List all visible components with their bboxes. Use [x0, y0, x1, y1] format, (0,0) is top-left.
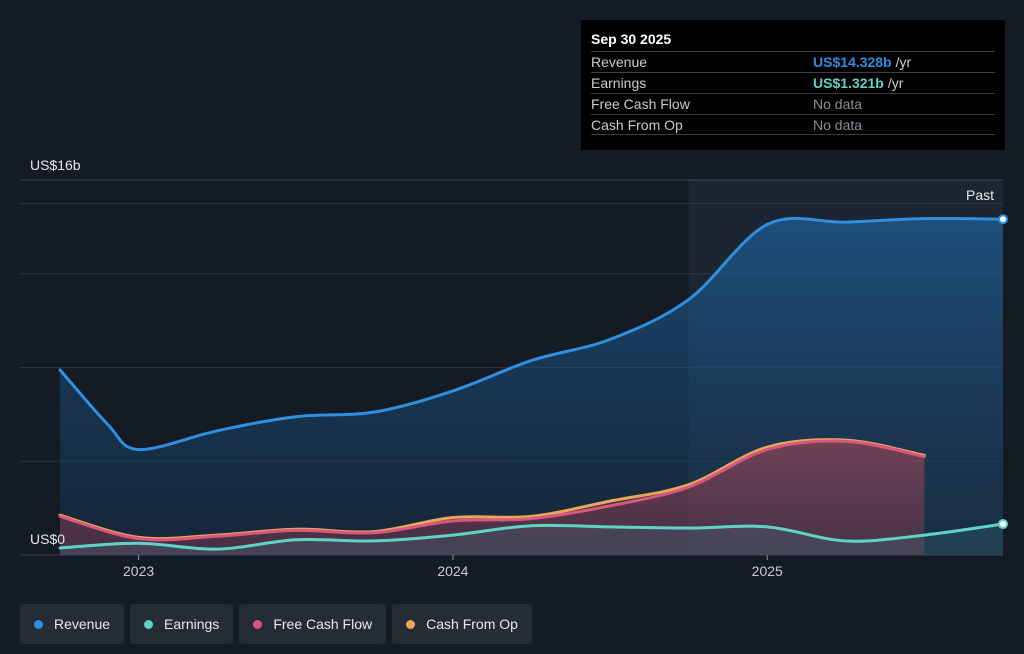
tooltip-value: US$1.321b [813, 75, 884, 91]
legend-dot-icon [144, 619, 154, 629]
tooltip-row-free-cash-flow: Free Cash Flow No data [591, 93, 995, 114]
tooltip-unit: /yr [895, 54, 912, 70]
legend-dot-icon [406, 619, 416, 629]
x-tick-label: 2025 [752, 563, 783, 579]
legend-item-free-cash-flow[interactable]: Free Cash Flow [239, 604, 387, 644]
x-tick-label: 2024 [437, 563, 468, 579]
tooltip-row-earnings: Earnings US$1.321b /yr [591, 72, 995, 93]
tooltip-value: No data [813, 117, 863, 133]
earnings-area [60, 524, 1003, 555]
data-tooltip: Sep 30 2025 Revenue US$14.328b /yr Earni… [581, 20, 1005, 150]
y-axis-zero-label: US$0 [30, 531, 65, 547]
legend-item-revenue[interactable]: Revenue [20, 604, 125, 644]
legend-label: Revenue [54, 616, 111, 632]
tooltip-value: US$14.328b [813, 54, 892, 70]
tooltip-label: Revenue [591, 54, 648, 70]
legend-item-cash-from-op[interactable]: Cash From Op [392, 604, 532, 644]
legend-label: Free Cash Flow [273, 616, 373, 632]
financial-chart: US$16b US$0 Past 2023 2024 2025 [20, 157, 1008, 579]
legend-label: Cash From Op [426, 616, 518, 632]
legend-item-earnings[interactable]: Earnings [130, 604, 234, 644]
legend-dot-icon [253, 619, 263, 629]
revenue-end-marker [998, 214, 1008, 225]
earnings-end-marker [998, 519, 1008, 530]
fcf-line [58, 439, 926, 542]
tooltip-row-revenue: Revenue US$14.328b /yr [591, 51, 995, 72]
legend-dot-icon [34, 619, 43, 629]
tooltip-label: Cash From Op [591, 117, 683, 133]
tooltip-row-cash-from-op: Cash From Op No data [591, 114, 995, 135]
past-label: Past [966, 187, 994, 203]
legend-label: Earnings [164, 616, 220, 632]
tooltip-label: Free Cash Flow [591, 96, 690, 112]
x-tick-label: 2023 [123, 563, 154, 579]
tooltip-label: Earnings [591, 75, 647, 91]
chart-legend: Revenue Earnings Free Cash Flow Cash Fro… [20, 604, 532, 644]
y-axis-top-label: US$16b [30, 157, 81, 173]
revenue-line [58, 216, 1005, 452]
tooltip-unit: /yr [887, 75, 904, 91]
earnings-line [58, 522, 1005, 551]
tooltip-value: No data [813, 96, 863, 112]
tooltip-date: Sep 30 2025 [591, 31, 672, 47]
